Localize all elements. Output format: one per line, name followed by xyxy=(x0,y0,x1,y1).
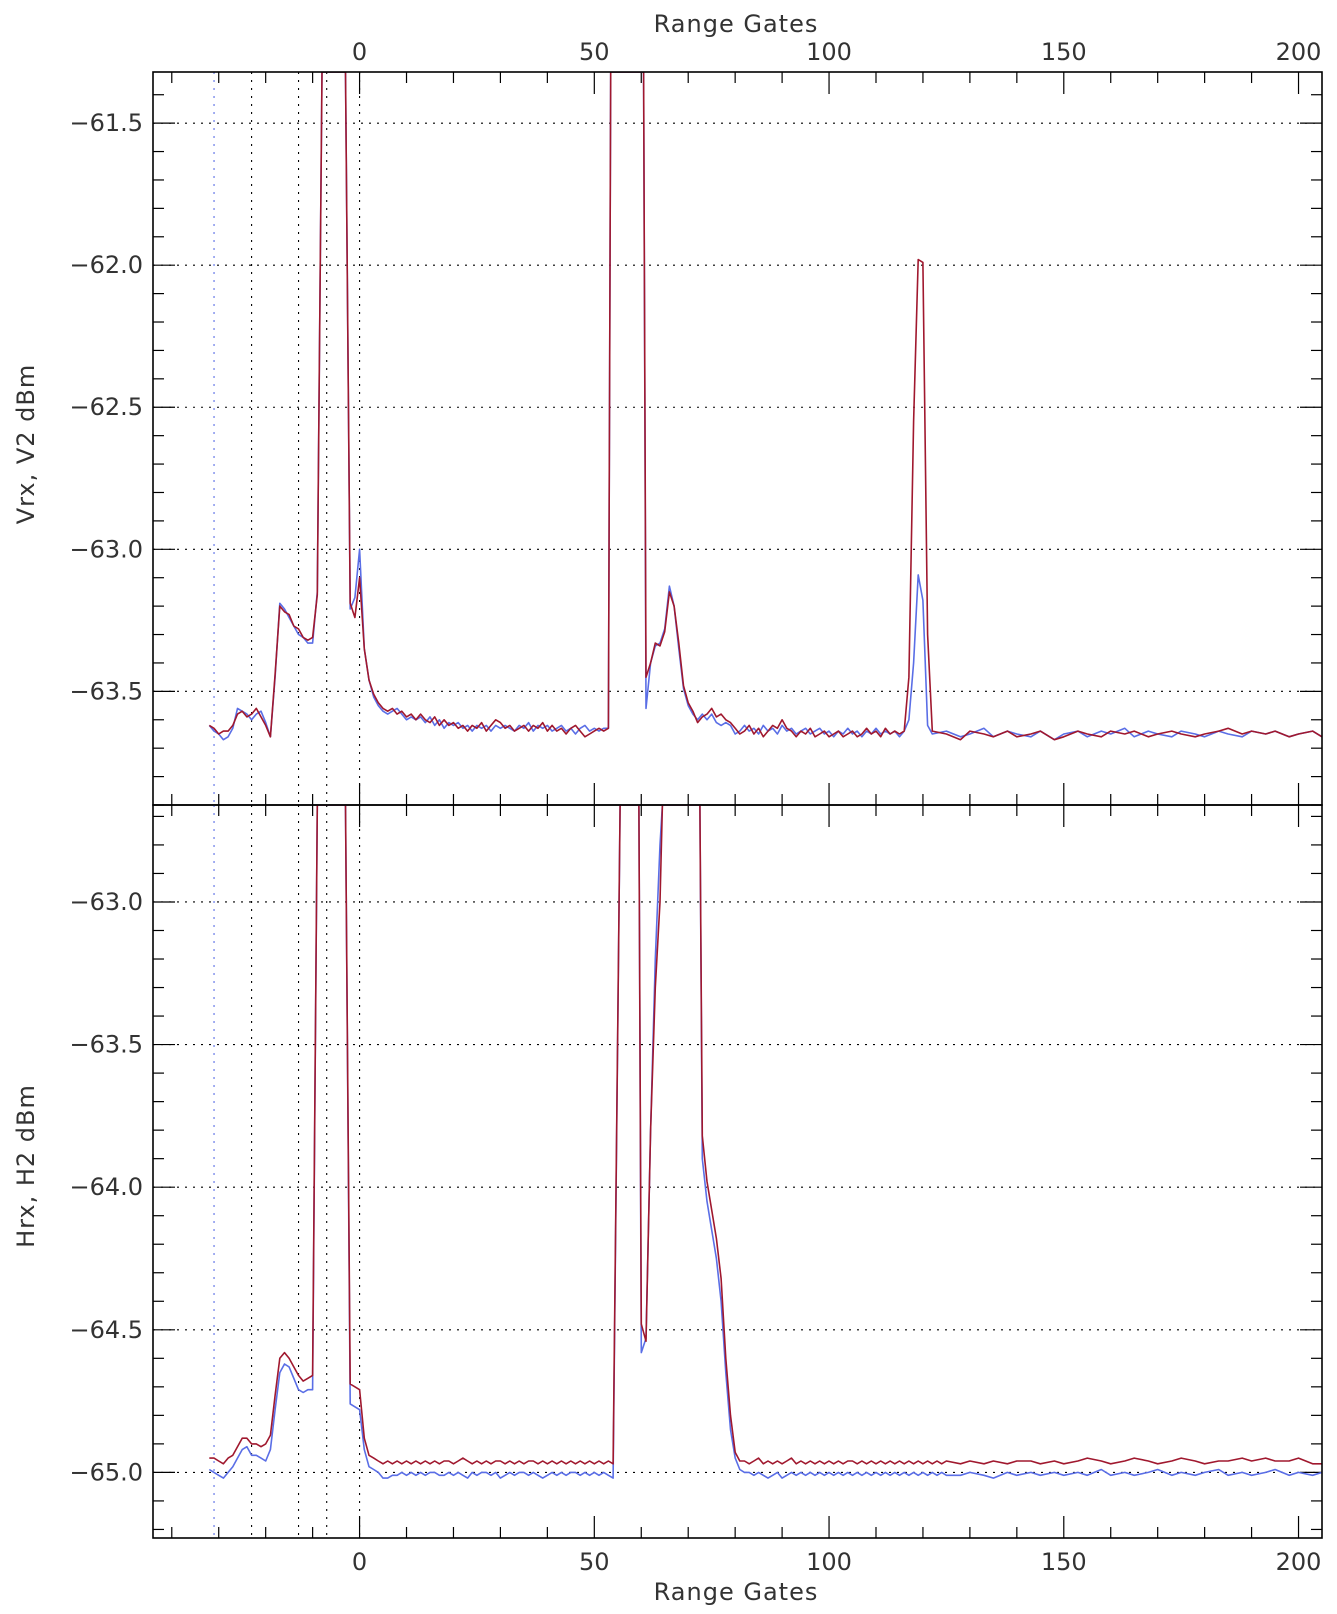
x-tick-label: 100 xyxy=(806,1548,852,1576)
x-tick-label: 150 xyxy=(1041,1548,1087,1576)
y-tick-label: −63.0 xyxy=(69,535,143,563)
blue-series-line xyxy=(208,805,1322,1479)
y-tick-label: −64.0 xyxy=(69,1173,143,1201)
blue-series-line xyxy=(208,72,1322,741)
x-tick-label: 150 xyxy=(1041,38,1087,66)
top-x-axis-title: Range Gates xyxy=(654,10,819,38)
red-series-line xyxy=(208,72,1322,741)
y-tick-label: −63.5 xyxy=(69,1031,143,1059)
plot-frame xyxy=(152,804,1323,1539)
plot-frame xyxy=(152,71,1323,806)
red-series-line xyxy=(209,805,1322,1465)
bottom-x-axis-title: Range Gates xyxy=(654,1578,819,1606)
y-tick-label: −64.5 xyxy=(69,1316,143,1344)
y-tick-label: −62.5 xyxy=(69,393,143,421)
y-tick-label: −63.0 xyxy=(69,888,143,916)
x-tick-label: 0 xyxy=(352,1548,367,1576)
x-tick-label: 0 xyxy=(352,38,367,66)
x-tick-label: 100 xyxy=(806,38,852,66)
y-tick-label: −61.5 xyxy=(69,109,143,137)
x-tick-label: 200 xyxy=(1276,1548,1322,1576)
top-panel-vrx-plot: −61.5 −62.0 −62.5 −63.0 −63.5 0 50 100 150 200 xyxy=(69,38,1323,806)
top-panel-y-axis-title: Vrx, V2 dBm xyxy=(12,364,40,525)
x-tick-label: 50 xyxy=(579,38,610,66)
bottom-panel-y-axis-title: Hrx, H2 dBm xyxy=(12,1084,40,1248)
y-tick-label: −65.0 xyxy=(69,1458,143,1486)
x-tick-label: 50 xyxy=(579,1548,610,1576)
y-tick-label: −63.5 xyxy=(69,677,143,705)
x-tick-label: 200 xyxy=(1276,38,1322,66)
y-tick-label: −62.0 xyxy=(69,251,143,279)
bottom-panel-hrx-plot: −63.0 −63.5 −64.0 −64.5 −65.0 0 50 100 150 200 xyxy=(69,804,1323,1576)
